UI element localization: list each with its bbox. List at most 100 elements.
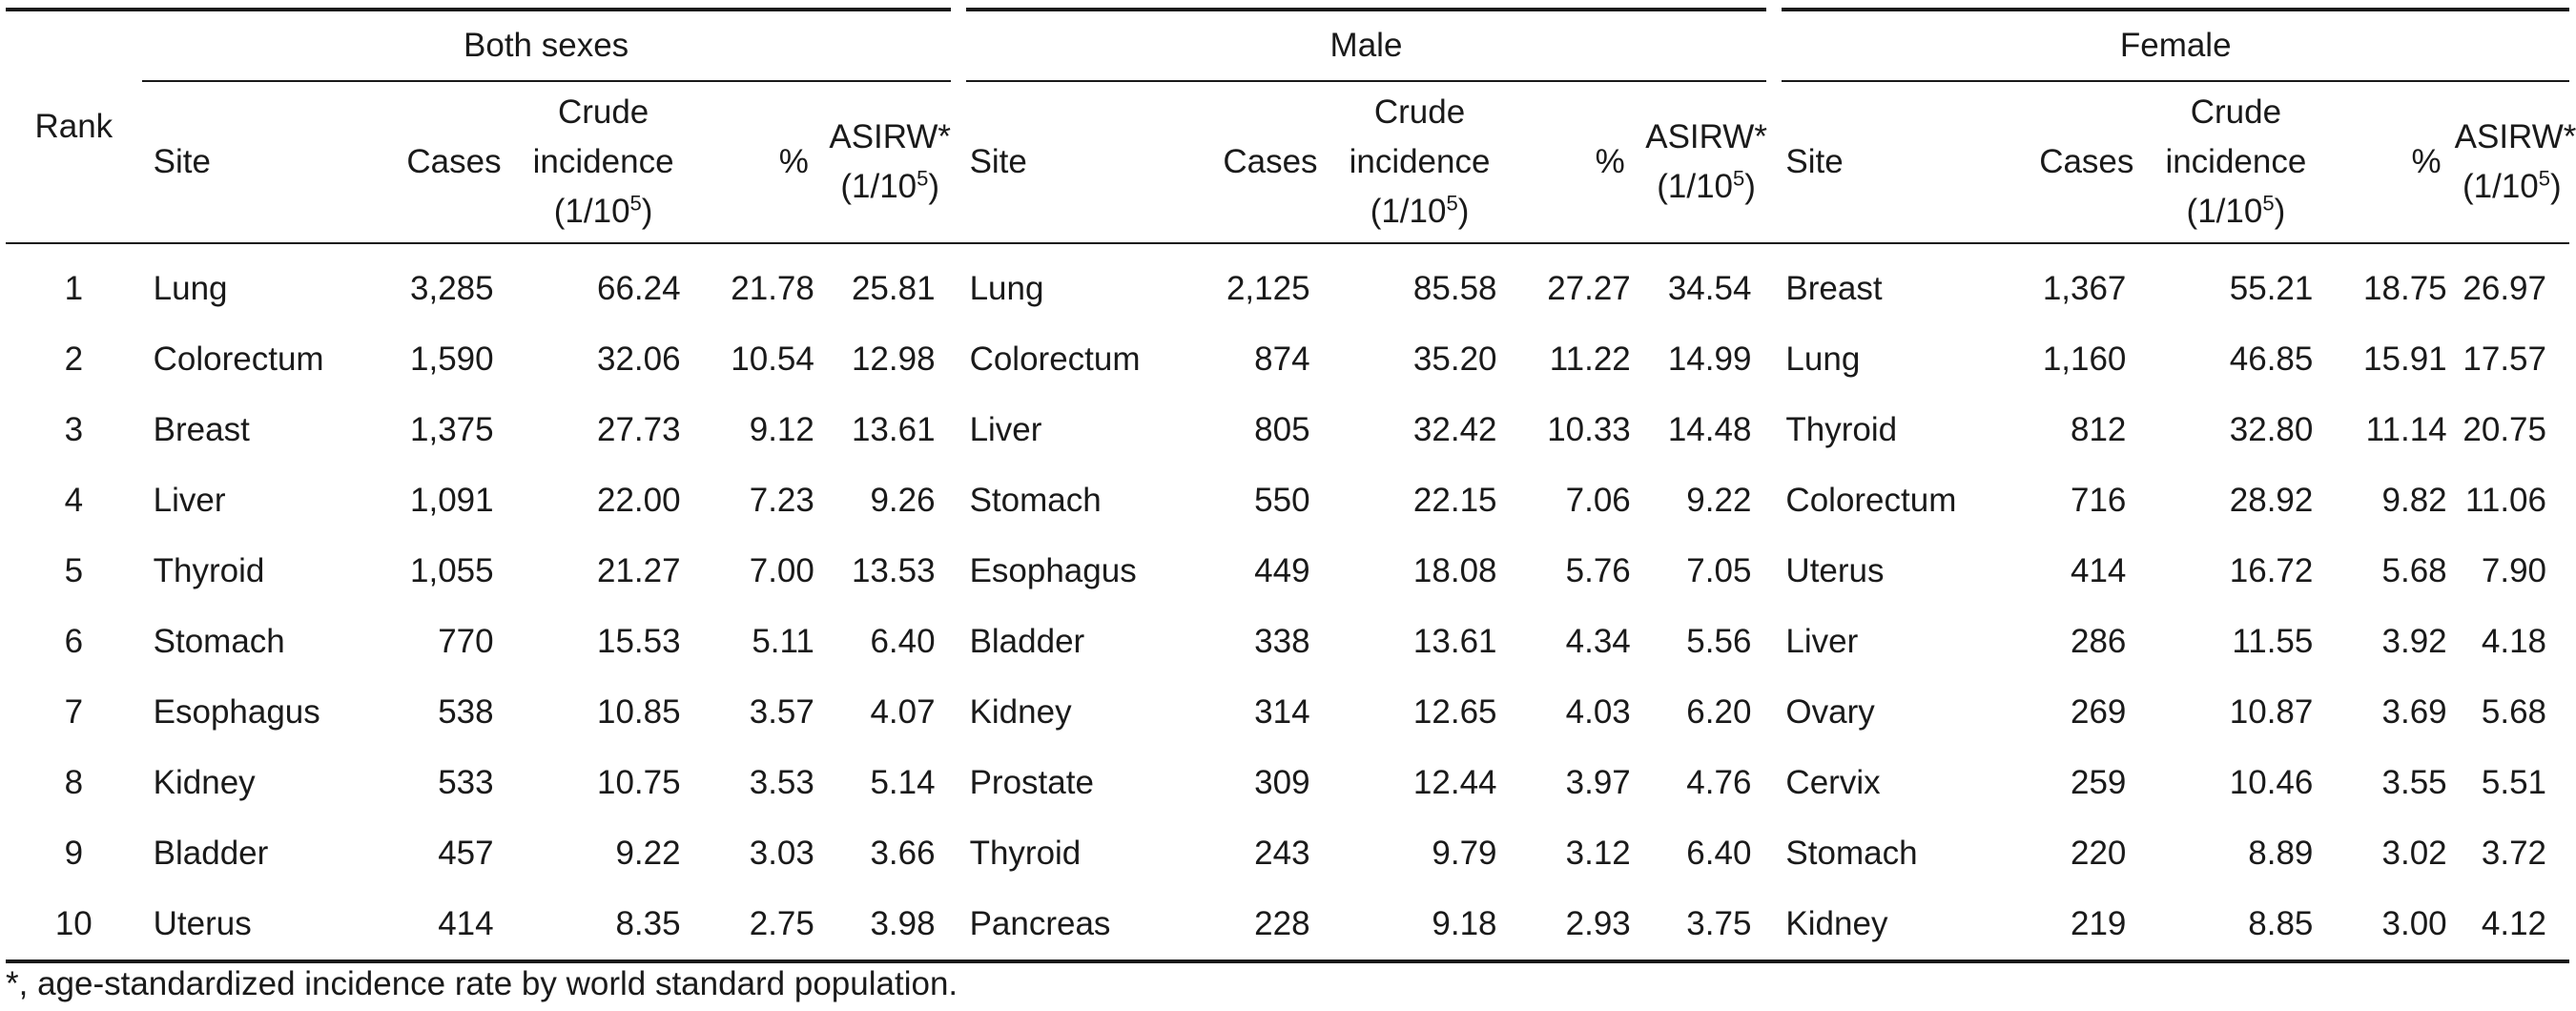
male-percent-cell: 2.93 [1521,889,1638,963]
male-site-cell: Prostate [969,764,1094,801]
female-cases-cell: 269 [2071,693,2127,731]
cases-header: Cases [1997,81,2134,244]
female-site-cell: Colorectum [1785,482,1957,519]
table-row: 1 Lung 3,285 66.24 21.78 25.81 Lung 2,125 85.58 2… [6,243,2569,324]
male-site-cell: Thyroid [969,835,1082,872]
table-row: 7 Esophagus 538 10.85 3.57 4.07 Kidney 314 12.65… [6,677,2569,748]
female-site-cell: Stomach [1785,835,1918,872]
female-cases-cell: 219 [1997,889,2134,963]
both-site-cell: Kidney [153,764,256,801]
male-cases-cell: 2,125 [1226,270,1310,307]
rank-cell: 5 [64,552,84,589]
male-asirw-cell: 9.22 [1686,482,1752,519]
both-site-cell: Colorectum [153,340,324,378]
male-cases-cell: 449 [1254,552,1310,589]
both-asirw-cell: 13.61 [851,411,936,448]
female-asirw-cell: 26.97 [2463,270,2546,307]
male-crude-incidence-cell: 9.79 [1432,835,1497,872]
both-asirw-cell: 4.07 [870,693,936,731]
rank-cell: 3 [64,411,84,448]
male-crude-incidence-cell: 85.58 [1412,270,1497,307]
both-site-cell: Bladder [153,835,269,872]
male-percent-cell: 4.34 [1565,623,1631,660]
female-percent-cell: 18.75 [2363,270,2447,307]
female-asirw-cell: 4.12 [2454,889,2569,963]
both-site-cell: Esophagus [153,693,320,731]
female-cases-cell: 716 [2071,482,2127,519]
female-cases-cell: 414 [2071,552,2127,589]
rank-cell: 6 [64,623,84,660]
male-crude-incidence-cell: 32.42 [1412,411,1497,448]
footnote: *, age-standardized incidence rate by wo… [6,965,958,1002]
both-site-cell: Liver [153,482,226,519]
both-cases-cell: 770 [438,623,494,660]
female-cases-cell: 812 [2071,411,2127,448]
table-row: 6 Stomach 770 15.53 5.11 6.40 Bladder 338 13.61 4… [6,607,2569,677]
both-crude-incidence-cell: 27.73 [597,411,681,448]
female-cases-cell: 220 [2071,835,2127,872]
male-cases-cell: 805 [1254,411,1310,448]
both-site-cell: Breast [153,411,250,448]
both-crude-incidence-cell: 10.75 [597,764,681,801]
male-percent-cell: 4.03 [1565,693,1631,731]
both-percent-cell: 7.23 [749,482,814,519]
both-percent-cell: 10.54 [731,340,814,378]
both-site-cell: Lung [153,270,228,307]
male-asirw-cell: 14.48 [1667,411,1752,448]
both-crude-incidence-cell: 9.22 [615,835,681,872]
both-percent-cell: 9.12 [749,411,814,448]
female-percent-cell: 3.69 [2381,693,2447,731]
both-crude-incidence-cell: 22.00 [597,482,681,519]
column-header-row: Site Cases Crude incidence (1/105) % ASIRW… [6,81,2576,244]
crude-incidence-header: Crude incidence (1/105) [2133,81,2339,244]
table-body: 1 Lung 3,285 66.24 21.78 25.81 Lung 2,125 85.58 2… [6,243,2569,963]
both-cases-cell: 1,375 [410,411,494,448]
female-asirw-cell: 20.75 [2463,411,2546,448]
female-asirw-cell: 5.68 [2481,693,2546,731]
female-cases-cell: 1,367 [2042,270,2127,307]
male-percent-cell: 3.12 [1565,835,1631,872]
male-site-cell: Liver [969,411,1042,448]
both-cases-cell: 3,285 [410,270,494,307]
both-asirw-cell: 3.98 [821,889,958,963]
both-crude-incidence-cell: 15.53 [597,623,681,660]
table-row: 5 Thyroid 1,055 21.27 7.00 13.53 Esophagus 449 1… [6,536,2569,607]
male-site-cell: Kidney [969,693,1072,731]
crude-incidence-header: Crude incidence (1/105) [501,81,706,244]
female-percent-cell: 15.91 [2363,340,2447,378]
male-crude-incidence-cell: 18.08 [1412,552,1497,589]
both-crude-incidence-cell: 21.27 [597,552,681,589]
table-row: 8 Kidney 533 10.75 3.53 5.14 Prostate 309 12.44 3… [6,748,2569,818]
male-cases-cell: 338 [1254,623,1310,660]
female-site-cell: Ovary [1785,693,1875,731]
incidence-table: Rank Both sexes Male Female Site Cases C… [6,8,2576,963]
female-percent-cell: 11.14 [2365,411,2447,448]
female-crude-incidence-cell: 10.46 [2229,764,2314,801]
male-crude-incidence-cell: 13.61 [1412,623,1497,660]
both-cases-cell: 538 [438,693,494,731]
both-asirw-cell: 5.14 [870,764,936,801]
both-asirw-cell: 9.26 [870,482,936,519]
group-header-row: Rank Both sexes Male Female [6,8,2569,244]
both-cases-cell: 1,590 [410,340,494,378]
male-crude-incidence-cell: 12.44 [1412,764,1497,801]
male-percent-cell: 10.33 [1547,411,1631,448]
crude-incidence-header: Crude incidence (1/105) [1317,81,1522,244]
male-asirw-cell: 7.05 [1686,552,1752,589]
both-crude-incidence-cell: 10.85 [597,693,681,731]
male-cases-cell: 874 [1254,340,1310,378]
rank-cell: 9 [64,835,84,872]
both-asirw-cell: 3.66 [870,835,936,872]
female-percent-cell: 3.55 [2381,764,2447,801]
male-cases-cell: 314 [1254,693,1310,731]
table-row: 4 Liver 1,091 22.00 7.23 9.26 Stomach 550 22.15 7… [6,465,2569,536]
percent-header: % [2338,81,2455,244]
female-site-cell: Liver [1785,623,1859,660]
female-cases-cell: 286 [2071,623,2127,660]
rank-cell: 4 [64,482,84,519]
female-percent-cell: 3.00 [2338,889,2455,963]
female-asirw-cell: 7.90 [2481,552,2546,589]
group-header-female: Female [1766,8,2569,82]
male-asirw-cell: 5.56 [1686,623,1752,660]
asirw-header: ASIRW* (1/105) [821,81,958,244]
